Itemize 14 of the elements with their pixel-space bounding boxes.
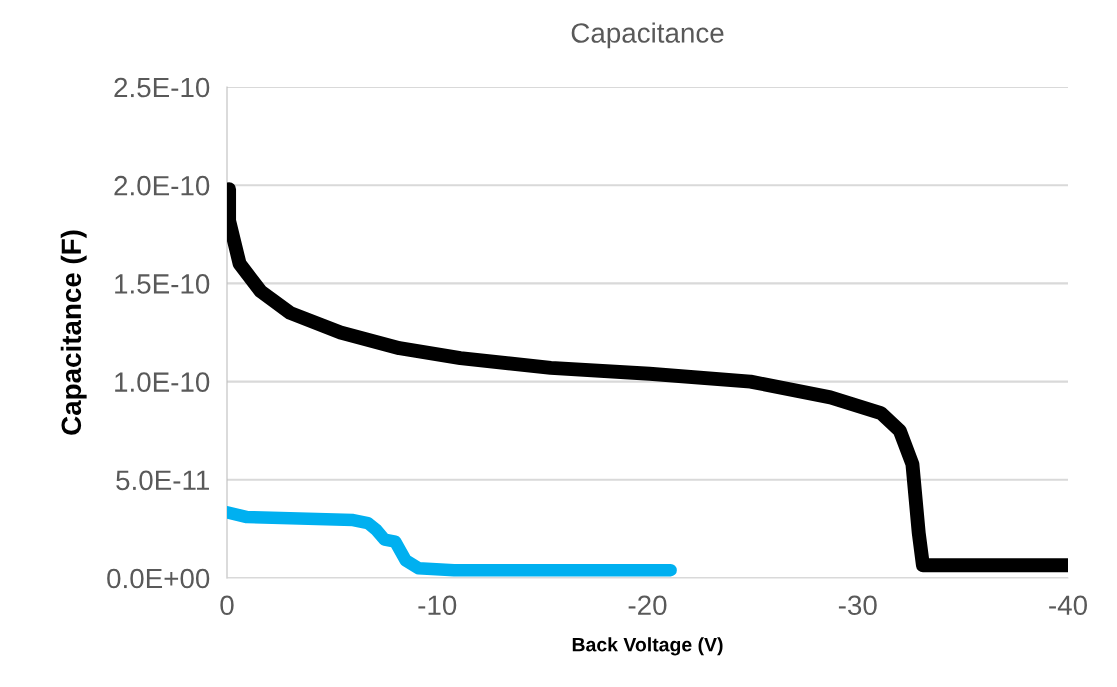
x-tick-label: -20 xyxy=(628,595,667,616)
chart-title: Capacitance xyxy=(571,22,724,49)
y-tick-label: 5.0E-11 xyxy=(116,470,209,491)
y-axis-title: Capacitance (F) xyxy=(60,230,87,435)
y-tick-label: 0.0E+00 xyxy=(107,568,210,589)
x-tick-label: -10 xyxy=(418,595,457,616)
x-axis-title: Back Voltage (V) xyxy=(572,637,723,656)
y-tick-label: 1.0E-10 xyxy=(115,372,210,392)
y-tick-label: 2.5E-10 xyxy=(114,77,210,98)
y-tick-label: 2.0E-10 xyxy=(114,175,210,196)
y-tick-label: 1.5E-10 xyxy=(115,274,210,294)
x-tick-label: -40 xyxy=(1049,595,1087,616)
x-tick-label: -30 xyxy=(838,595,877,616)
x-tick-label: 0 xyxy=(220,595,234,616)
